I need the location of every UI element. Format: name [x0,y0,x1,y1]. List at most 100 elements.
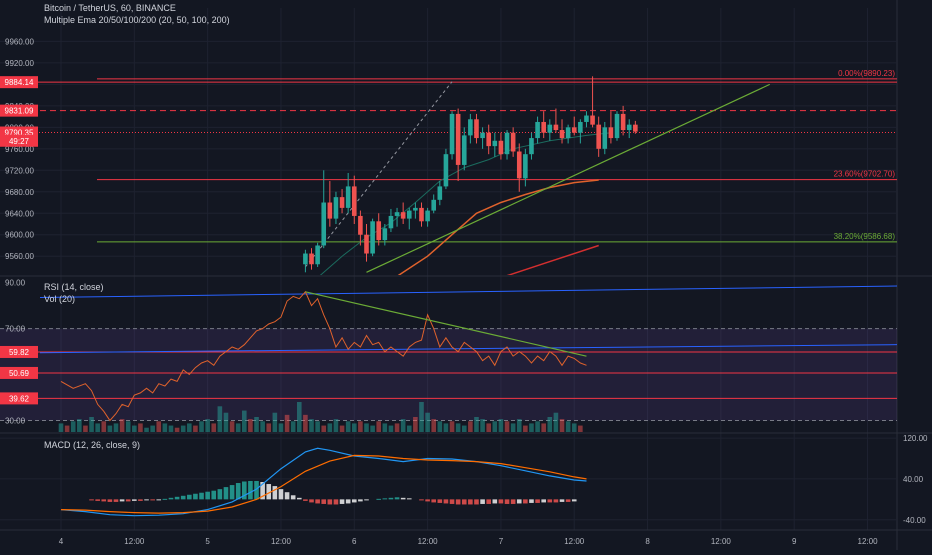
time-axis-label: 12:00 [124,537,145,546]
macd-histogram-bar [480,499,485,504]
candle-body[interactable] [492,140,498,147]
macd-histogram-bar [303,499,308,501]
candle-body[interactable] [376,221,382,241]
volume-bar [571,423,577,432]
candle-body[interactable] [400,212,406,219]
candle-body[interactable] [480,132,485,139]
macd-histogram-bar [229,485,235,500]
macd-histogram-bar [95,499,100,501]
candle-body[interactable] [633,124,638,132]
candle-body[interactable] [321,202,327,246]
candle-body[interactable] [382,228,388,241]
candle-body[interactable] [413,207,418,211]
time-axis-label: 7 [499,537,504,546]
volume-bar [425,412,430,432]
candle-body[interactable] [590,115,595,125]
candle-body[interactable] [486,132,491,147]
candle-body[interactable] [571,127,577,133]
candle-body[interactable] [315,245,320,265]
volume-bar [199,421,204,432]
candle-body[interactable] [303,253,308,265]
candle-body[interactable] [358,215,363,235]
macd-histogram-bar [400,497,406,500]
volume-bar [119,419,125,432]
volume-bar [339,425,345,432]
macd-axis-tick-label: 40.00 [903,475,924,484]
candle-body[interactable] [449,113,455,155]
candle-body[interactable] [516,151,522,179]
volume-bar [138,423,143,432]
candle-body[interactable] [541,121,546,133]
macd-histogram-bar [541,499,546,503]
volume-bar [419,402,424,432]
macd-histogram-bar [156,499,162,501]
macd-histogram-bar [125,499,131,502]
candle-body[interactable] [443,154,449,187]
macd-histogram-bar [248,480,253,500]
volume-bar [541,423,546,432]
volume-bar [168,425,174,432]
candle-body[interactable] [535,121,540,139]
candle-body[interactable] [510,132,516,152]
macd-histogram-bar [144,499,149,501]
macd-histogram-bar [101,499,107,502]
candle-body[interactable] [419,207,424,222]
candle-body[interactable] [468,119,473,136]
candle-body[interactable] [602,127,608,149]
candle-body[interactable] [461,135,467,165]
candle-body[interactable] [474,119,479,139]
rsi-band-fill [0,328,897,421]
candle-body[interactable] [608,127,614,139]
candle-body[interactable] [437,186,443,200]
candle-body[interactable] [498,140,504,155]
candle-body[interactable] [614,113,620,139]
candle-body[interactable] [523,154,528,179]
volume-bar [303,414,308,432]
macd-histogram-bar [321,499,327,504]
candle-body[interactable] [596,124,601,149]
candle-body[interactable] [333,197,339,219]
volume-bar [480,419,485,432]
candle-body[interactable] [351,186,357,216]
candle-body[interactable] [364,234,369,254]
volume-bar [333,419,339,432]
price-axis-tick-label: 9960.00 [5,37,34,46]
candle-body[interactable] [309,253,314,265]
volume-bar [266,423,272,432]
candle-body[interactable] [504,132,510,155]
candle-body[interactable] [327,202,333,219]
candle-body[interactable] [431,199,437,211]
volume-bar [468,421,473,432]
candle-body[interactable] [425,210,430,222]
candle-body[interactable] [553,124,559,131]
volume-bar [364,423,369,432]
candle-body[interactable] [547,124,553,133]
macd-histogram-bar [296,497,302,500]
candle-body[interactable] [565,127,571,139]
candle-body[interactable] [578,121,583,133]
volume-bar [345,421,351,432]
candle-body[interactable] [529,138,534,155]
volume-bar [162,423,168,432]
volume-bar [296,402,302,432]
candle-body[interactable] [370,221,375,254]
candle-body[interactable] [339,197,345,208]
volume-bar [351,423,357,432]
candle-body[interactable] [388,215,394,229]
candle-body[interactable] [394,212,400,216]
volume-bar [529,423,534,432]
macd-histogram-bar [516,499,522,504]
candle-body[interactable] [559,130,565,139]
macd-histogram-bar [107,499,113,502]
candle-body[interactable] [620,113,626,131]
volume-bar [290,421,296,432]
candle-body[interactable] [345,186,351,208]
candle-body[interactable] [626,124,632,131]
candle-body[interactable] [455,113,461,165]
rsi-level-tag [0,366,38,379]
candle-body[interactable] [584,115,589,122]
candle-body[interactable] [406,210,412,219]
volume-bar [547,417,553,432]
volume-bar [327,423,333,432]
